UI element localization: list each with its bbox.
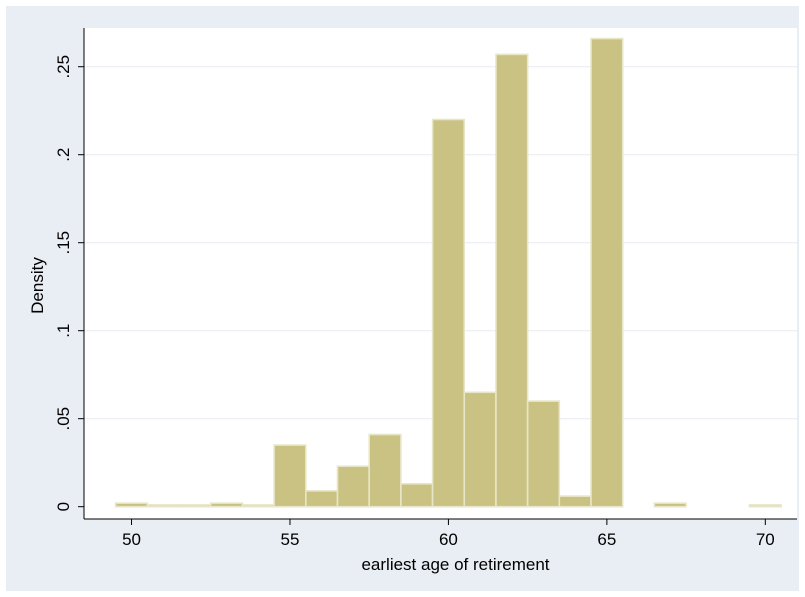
histogram-bar: [558, 495, 592, 508]
x-tick-label: 70: [756, 530, 775, 549]
x-axis-title: earliest age of retirement: [361, 555, 549, 574]
y-tick-label: .05: [54, 407, 73, 431]
histogram-bar: [400, 483, 434, 508]
x-tick-label: 50: [122, 530, 141, 549]
y-tick-label: .2: [54, 148, 73, 162]
x-tick-label: 60: [439, 530, 458, 549]
x-tick-label: 65: [597, 530, 616, 549]
histogram-bar: [463, 391, 497, 508]
y-tick-label: .1: [54, 324, 73, 338]
histogram-bar: [368, 433, 402, 508]
histogram-bar: [336, 465, 370, 508]
histogram-bar: [178, 504, 212, 508]
bars: [114, 37, 782, 508]
histogram-bar: [273, 444, 307, 508]
histogram-bar: [526, 400, 561, 508]
y-tick-label: 0: [54, 502, 73, 511]
y-tick-label: .15: [54, 231, 73, 255]
histogram-bar: [146, 504, 180, 508]
histogram-bar: [495, 53, 529, 508]
histogram-bar: [114, 502, 149, 508]
histogram-bar: [590, 37, 624, 508]
histogram-bar: [209, 502, 244, 508]
y-tick-label: .25: [54, 55, 73, 79]
histogram-bar: [748, 504, 782, 508]
histogram-bar: [305, 490, 339, 508]
ticks: 50 55 60 65 70 0 .05 .1 .15 .2 .25: [54, 55, 775, 549]
x-tick-label: 55: [281, 530, 300, 549]
histogram-bar: [431, 118, 466, 508]
axes: [83, 28, 797, 520]
histogram-bar: [241, 504, 275, 508]
histogram-bar: [653, 502, 687, 508]
y-axis-title: Density: [28, 257, 47, 314]
